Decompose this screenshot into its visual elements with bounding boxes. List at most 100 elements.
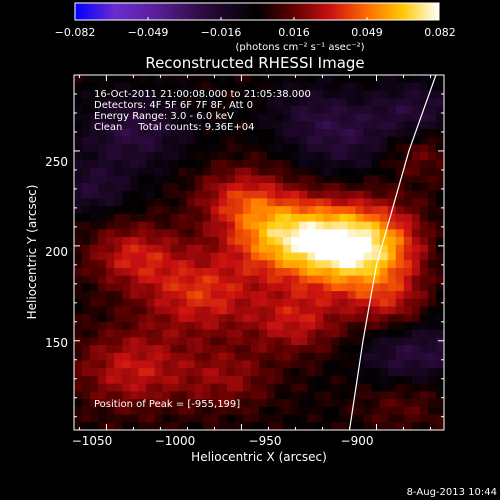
heatmap-cell	[379, 206, 389, 215]
heatmap-cell	[170, 167, 180, 176]
heatmap-cell	[363, 98, 373, 107]
heatmap-cell	[234, 198, 244, 207]
heatmap-cell	[331, 260, 341, 269]
heatmap-cell	[267, 175, 276, 184]
heatmap-cell	[275, 360, 284, 369]
heatmap-cell	[379, 129, 389, 138]
heatmap-cell	[379, 298, 389, 308]
heatmap-cell	[299, 283, 308, 292]
heatmap-cell	[194, 406, 204, 416]
heatmap-cell	[170, 129, 180, 138]
heatmap-cell	[395, 391, 405, 400]
heatmap-cell	[403, 375, 413, 385]
heatmap-cell	[202, 414, 212, 423]
heatmap-cell	[154, 183, 164, 192]
heatmap-cell	[267, 221, 276, 230]
heatmap-cell	[202, 129, 212, 138]
heatmap-cell	[299, 144, 308, 153]
heatmap-cell	[331, 167, 341, 176]
heatmap-cell	[130, 306, 139, 315]
heatmap-cell	[267, 190, 276, 200]
heatmap-cell	[234, 213, 244, 223]
heatmap-cell	[170, 244, 180, 254]
heatmap-cell	[162, 352, 172, 362]
heatmap-cell	[371, 422, 381, 430]
heatmap-cell	[74, 244, 83, 254]
heatmap-cell	[234, 237, 244, 246]
heatmap-cell	[299, 90, 308, 99]
heatmap-cell	[146, 252, 156, 261]
heatmap-cell	[291, 275, 300, 284]
heatmap-cell	[395, 129, 405, 138]
heatmap-cell	[98, 321, 107, 331]
heatmap-cell	[146, 352, 156, 362]
heatmap-cell	[307, 260, 316, 269]
heatmap-cell	[114, 267, 123, 277]
heatmap-cell	[98, 422, 107, 430]
heatmap-cell	[186, 321, 196, 331]
heatmap-cell	[291, 82, 300, 92]
heatmap-cell	[162, 252, 172, 261]
heatmap-cell	[250, 152, 260, 161]
heatmap-cell	[122, 291, 131, 300]
heatmap-cell	[122, 337, 131, 346]
heatmap-cell	[315, 113, 324, 122]
heatmap-cell	[242, 399, 252, 408]
heatmap-cell	[218, 329, 228, 338]
heatmap-cell	[307, 183, 316, 192]
heatmap-cell	[154, 306, 164, 315]
heatmap-cell	[355, 213, 365, 223]
heatmap-cell	[371, 267, 381, 277]
heatmap-cell	[186, 175, 196, 184]
heatmap-cell	[194, 213, 204, 223]
heatmap-cell	[307, 121, 316, 130]
heatmap-cell	[267, 167, 276, 176]
heatmap-cell	[138, 383, 147, 393]
heatmap-cell	[403, 206, 413, 215]
heatmap-cell	[170, 82, 180, 92]
heatmap-cell	[146, 291, 156, 300]
heatmap-cell	[339, 183, 349, 192]
heatmap-cell	[162, 321, 172, 331]
heatmap-cell	[90, 406, 99, 416]
heatmap-cell	[363, 167, 373, 176]
heatmap-cell	[291, 167, 300, 176]
heatmap-cell	[403, 129, 413, 138]
heatmap-cell	[226, 360, 236, 369]
heatmap-cell	[419, 368, 429, 377]
heatmap-cell	[411, 237, 421, 246]
heatmap-cell	[210, 90, 220, 99]
heatmap-cell	[347, 167, 357, 176]
heatmap-cell	[210, 321, 220, 331]
heatmap-cell	[242, 229, 252, 238]
heatmap-cell	[427, 237, 437, 246]
heatmap-cell	[419, 391, 429, 400]
heatmap-cell	[339, 82, 349, 92]
heatmap-cell	[419, 375, 429, 385]
heatmap-cell	[339, 229, 349, 238]
heatmap-cell	[291, 422, 300, 430]
heatmap-cell	[347, 75, 357, 84]
heatmap-cell	[379, 252, 389, 261]
heatmap-cell	[170, 221, 180, 230]
heatmap-cell	[194, 391, 204, 400]
heatmap-cell	[90, 90, 99, 99]
heatmap-cell	[267, 75, 276, 84]
heatmap-cell	[170, 175, 180, 184]
heatmap-cell	[146, 345, 156, 354]
heatmap-cell	[194, 82, 204, 92]
heatmap-cell	[202, 136, 212, 146]
heatmap-cell	[218, 298, 228, 308]
heatmap-cell	[242, 152, 252, 161]
heatmap-cell	[299, 306, 308, 315]
heatmap-cell	[98, 213, 107, 223]
heatmap-cell	[379, 399, 389, 408]
heatmap-cell	[154, 90, 164, 99]
heatmap-cell	[218, 75, 228, 84]
heatmap-cell	[154, 329, 164, 338]
heatmap-cell	[234, 82, 244, 92]
heatmap-cell	[170, 314, 180, 323]
heatmap-cell	[114, 129, 123, 138]
heatmap-cell	[259, 175, 268, 184]
heatmap-cell	[138, 399, 147, 408]
